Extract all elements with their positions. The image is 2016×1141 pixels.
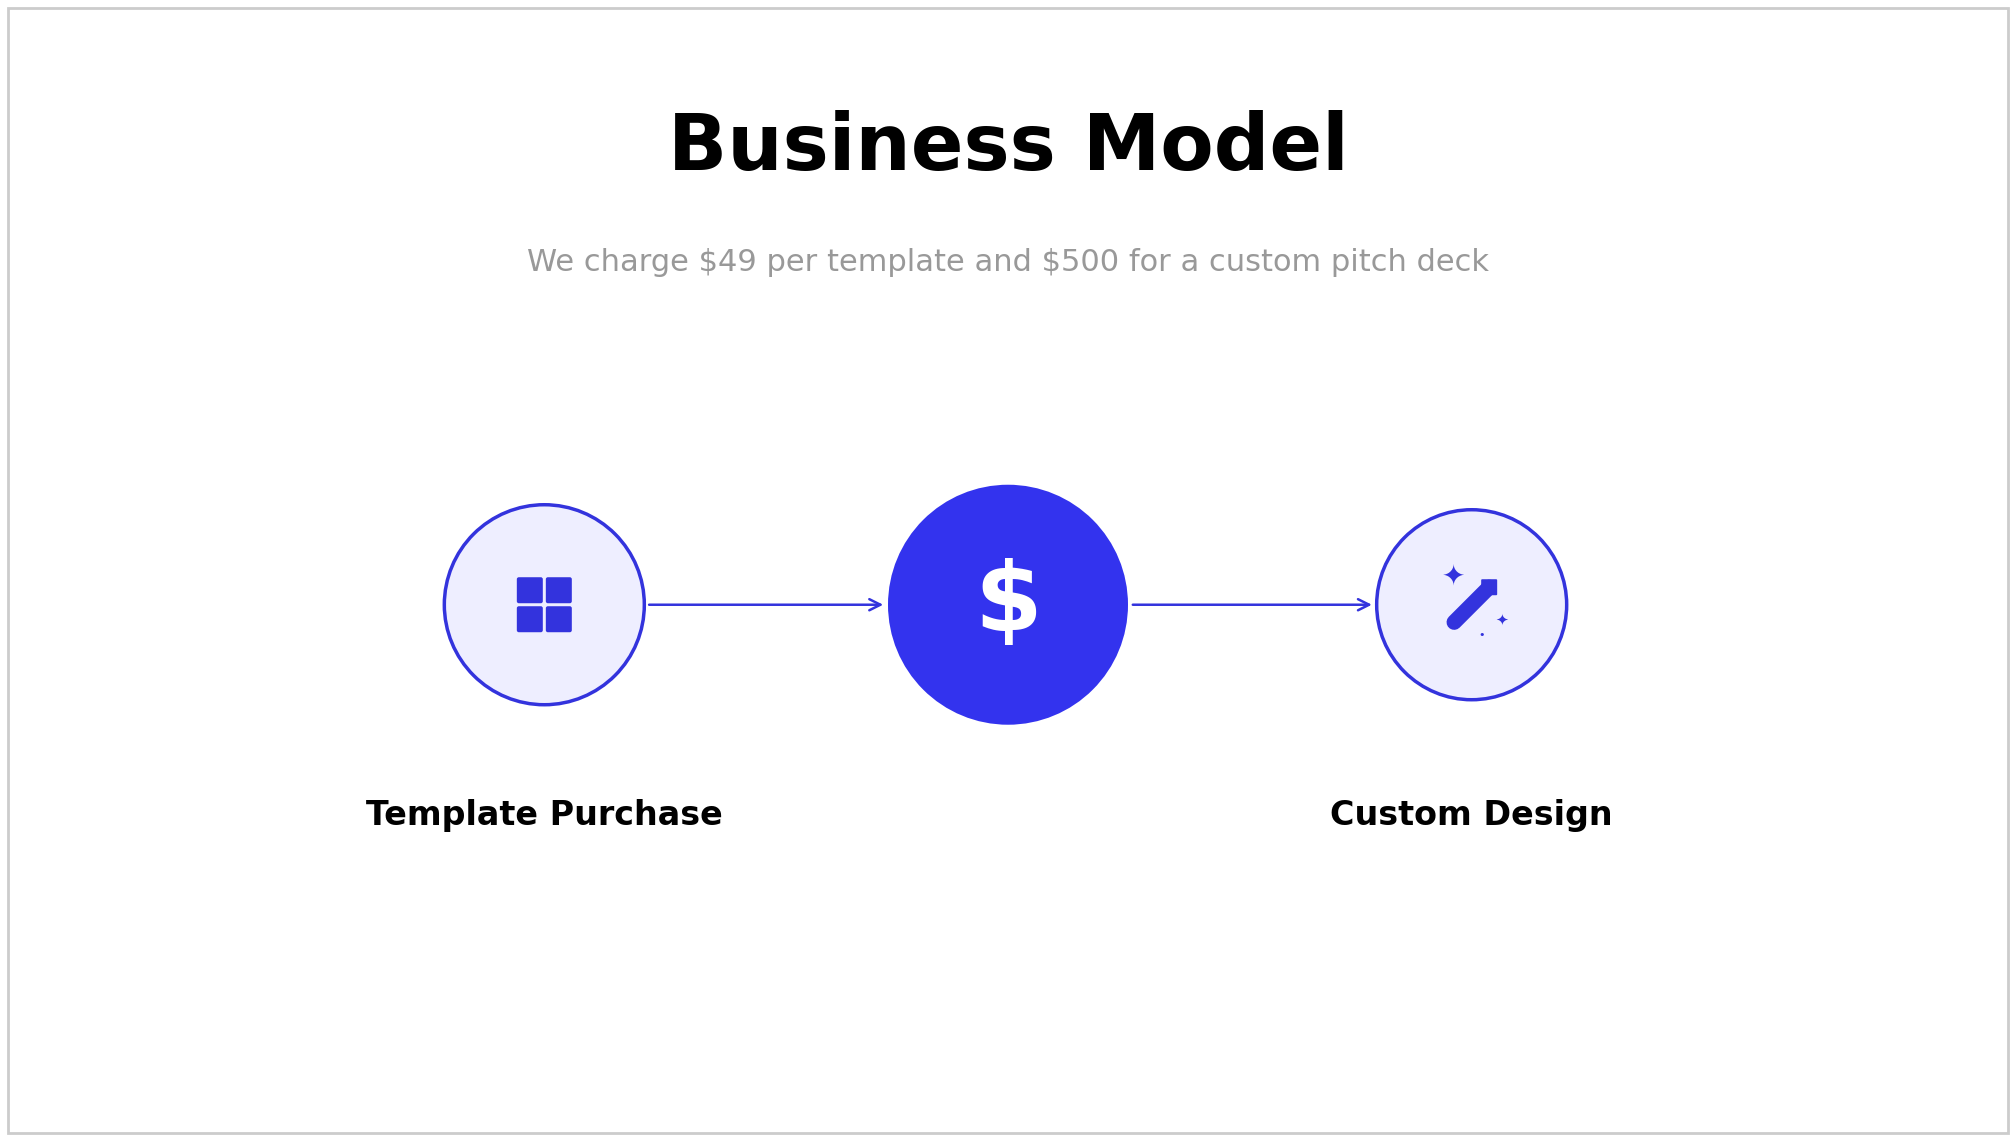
Ellipse shape (887, 485, 1129, 725)
Text: ✦: ✦ (1441, 563, 1466, 591)
Text: $: $ (974, 558, 1042, 652)
FancyBboxPatch shape (546, 577, 573, 604)
Text: •: • (1478, 630, 1486, 640)
FancyBboxPatch shape (516, 577, 542, 604)
Ellipse shape (444, 504, 645, 705)
Text: Business Model: Business Model (667, 111, 1349, 186)
Ellipse shape (1377, 510, 1566, 699)
FancyBboxPatch shape (546, 606, 573, 632)
Text: Custom Design: Custom Design (1331, 800, 1613, 832)
Text: Template Purchase: Template Purchase (367, 800, 722, 832)
Text: We charge \$49 per template and \$500 for a custom pitch deck: We charge \$49 per template and \$500 fo… (526, 248, 1490, 277)
FancyBboxPatch shape (516, 606, 542, 632)
FancyBboxPatch shape (1482, 580, 1498, 596)
Text: ✦: ✦ (1496, 613, 1508, 628)
